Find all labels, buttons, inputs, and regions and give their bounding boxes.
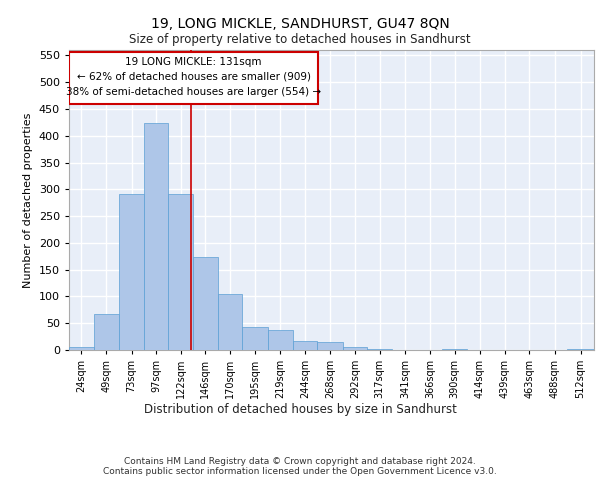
Bar	[268, 330, 293, 350]
Bar	[442, 349, 467, 350]
Text: 19 LONG MICKLE: 131sqm: 19 LONG MICKLE: 131sqm	[125, 57, 262, 67]
Y-axis label: Number of detached properties: Number of detached properties	[23, 112, 33, 288]
Bar	[343, 347, 367, 350]
FancyBboxPatch shape	[69, 52, 319, 104]
Text: Distribution of detached houses by size in Sandhurst: Distribution of detached houses by size …	[143, 402, 457, 415]
Text: 19, LONG MICKLE, SANDHURST, GU47 8QN: 19, LONG MICKLE, SANDHURST, GU47 8QN	[151, 18, 449, 32]
Bar	[94, 314, 119, 350]
Bar	[119, 194, 144, 350]
Bar	[218, 294, 242, 350]
Text: ← 62% of detached houses are smaller (909): ← 62% of detached houses are smaller (90…	[77, 72, 311, 82]
Text: Size of property relative to detached houses in Sandhurst: Size of property relative to detached ho…	[129, 32, 471, 46]
Bar	[293, 342, 317, 350]
Bar	[193, 257, 218, 350]
Text: Contains public sector information licensed under the Open Government Licence v3: Contains public sector information licen…	[103, 468, 497, 476]
Text: 38% of semi-detached houses are larger (554) →: 38% of semi-detached houses are larger (…	[66, 88, 321, 98]
Bar	[242, 327, 268, 350]
Bar	[169, 194, 193, 350]
Bar	[317, 342, 343, 350]
Bar	[69, 348, 94, 350]
Bar	[568, 349, 594, 350]
Bar	[144, 123, 169, 350]
Text: Contains HM Land Registry data © Crown copyright and database right 2024.: Contains HM Land Registry data © Crown c…	[124, 458, 476, 466]
